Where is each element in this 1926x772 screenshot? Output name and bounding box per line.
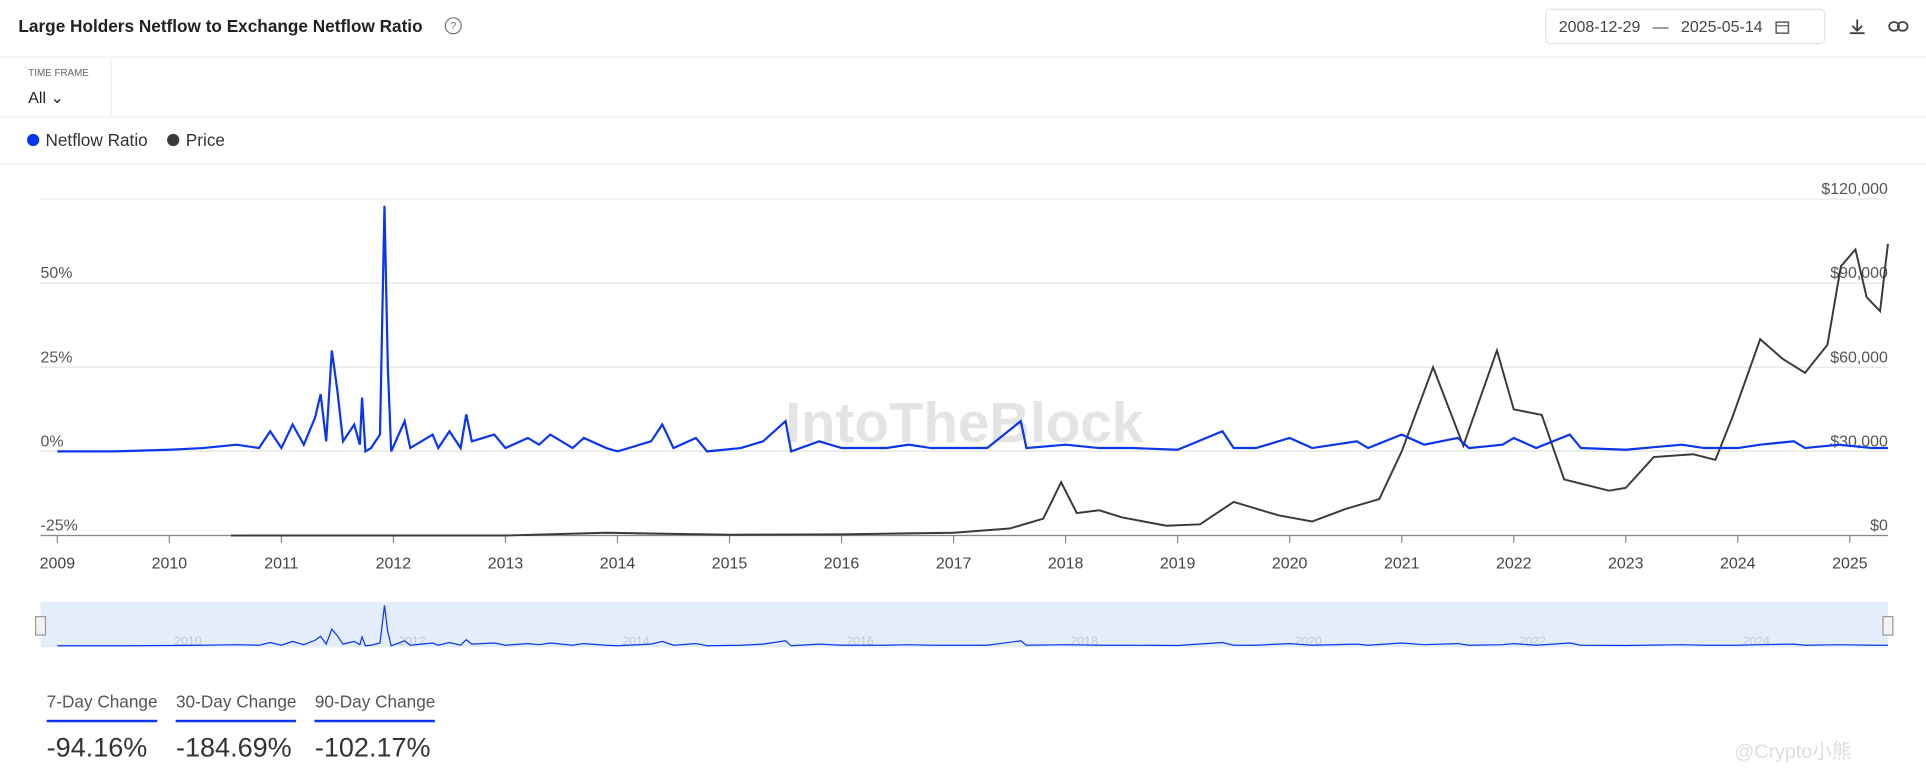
x-tick-label: 2018 [1048,556,1084,573]
legend-label: Price [185,130,225,150]
divider [110,57,112,117]
divider [0,163,1926,165]
x-tick-label: 2010 [152,556,188,573]
navigator-line [57,605,1888,647]
y-tick-label: 50% [41,265,73,282]
x-tick-label: 2009 [40,556,76,573]
x-tick-label: 2016 [824,556,860,573]
x-tick-label: 2013 [488,556,524,573]
y-tick-label: 0% [41,433,64,450]
stat-label: 7-Day Change [46,692,158,723]
x-tick-label: 2019 [1160,556,1196,573]
x-tick-label: 2023 [1608,556,1644,573]
y-tick-label: -25% [41,518,78,535]
navigator-label: 2010 [174,634,201,648]
x-tick-label: 2024 [1720,556,1756,573]
stat-value: -184.69% [175,732,292,763]
x-tick-label: 2012 [376,556,412,573]
stat-value: -102.17% [314,732,431,763]
y2-tick-label: $90,000 [1830,265,1888,282]
stat: 90-Day Change -102.17% [314,692,436,764]
legend-item[interactable]: Netflow Ratio [27,130,148,150]
download-icon[interactable] [1847,17,1867,37]
divider [0,56,1926,58]
stat-label: 30-Day Change [175,692,297,723]
navigator-label: 2024 [1743,634,1770,648]
navigator-label: 2018 [1071,634,1098,648]
legend-label: Netflow Ratio [45,130,148,150]
stat-value: -94.16% [46,732,148,763]
navigator-label: 2016 [846,634,873,648]
x-tick-label: 2017 [936,556,972,573]
x-tick-label: 2021 [1384,556,1420,573]
stat: 7-Day Change -94.16% [46,692,158,764]
timeframe-label: TIME FRAME [28,67,89,79]
series-line [57,205,1888,454]
y2-tick-label: $60,000 [1830,349,1888,366]
navigator-handle[interactable] [35,616,47,636]
legend-dot [167,133,180,147]
x-tick-label: 2011 [264,556,298,573]
y2-tick-label: $0 [1870,518,1888,535]
date-from: 2008-12-29 [1558,17,1641,36]
stat: 30-Day Change -184.69% [175,692,297,764]
corner-watermark: @Crypto小熊 [1734,741,1852,763]
navigator-label: 2020 [1295,634,1322,648]
y2-tick-label: $120,000 [1821,181,1888,198]
legend-item[interactable]: Price [167,130,225,150]
x-tick-label: 2022 [1496,556,1532,573]
x-tick-label: 2014 [600,556,636,573]
stats: 7-Day Change -94.16% 30-Day Change -184.69%… [46,692,436,764]
date-sep: — [1652,17,1669,36]
link-icon[interactable] [1888,17,1910,37]
navigator-label: 2012 [398,634,425,648]
timeframe-value: All [28,88,47,107]
help-icon[interactable]: ? [444,17,462,35]
title: Large Holders Netflow to Exchange Netflo… [18,15,423,36]
calendar-icon [1775,20,1790,34]
legend: Netflow Ratio Price [27,130,225,150]
navigator-handle[interactable] [1882,616,1894,636]
stat-label: 90-Day Change [314,692,436,723]
x-tick-label: 2025 [1832,556,1868,573]
x-tick-label: 2015 [712,556,748,573]
y-tick-label: 25% [41,349,73,366]
series-line [230,243,1889,537]
watermark: IntoTheBlock [785,391,1143,454]
chart: IntoTheBlock -25%0%25%50%$0$30,000$60,00… [35,181,1894,648]
legend-dot [27,133,40,147]
navigator [40,601,1888,648]
date-range[interactable]: 2008-12-29 — 2025-05-14 [1545,8,1826,45]
navigator-label: 2022 [1519,634,1546,648]
divider [0,116,1926,118]
timeframe-select[interactable]: All ⌄ [28,88,64,107]
date-to: 2025-05-14 [1680,17,1763,36]
x-tick-label: 2020 [1272,556,1308,573]
